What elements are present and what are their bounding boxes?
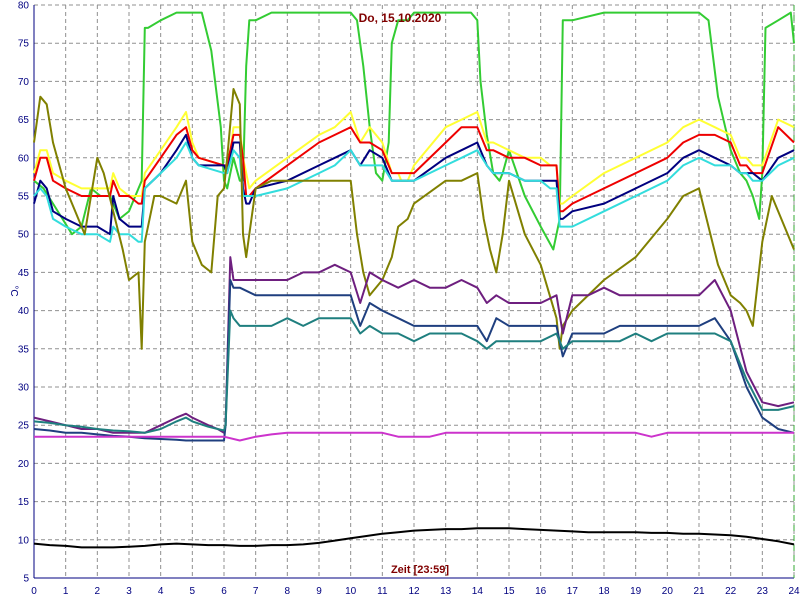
series-line-5 (33, 141, 795, 243)
x-tick-label: 18 (598, 586, 610, 597)
x-tick-label: 2 (95, 586, 101, 597)
series-line-2 (33, 111, 795, 205)
y-tick-label: 45 (18, 268, 30, 279)
x-tick-label: 7 (253, 586, 259, 597)
series-line-11 (33, 527, 795, 549)
x-tick-label: 3 (126, 586, 132, 597)
series-line-4 (33, 133, 795, 236)
y-tick-label: 70 (18, 77, 30, 88)
y-tick-label: 15 (18, 497, 30, 508)
x-tick-label: 19 (630, 586, 642, 597)
series-line-7 (33, 256, 795, 434)
x-tick-label: 4 (158, 586, 164, 597)
x-tick-label: 21 (693, 586, 705, 597)
series-line-10 (34, 431, 794, 442)
x-tick-label: 24 (788, 586, 800, 597)
y-axis-label: °C (8, 285, 19, 296)
axis-layer: 0 1 2 3 4 5 6 7 8 9 10 11 12 13 14 15 16 17 18 19 20 21 22 23 24… (18, 1, 800, 598)
series-line-9 (33, 309, 795, 434)
x-tick-label: 1 (63, 586, 69, 597)
y-tick-label: 25 (18, 421, 30, 432)
y-tick-label: 35 (18, 344, 30, 355)
chart-title: Do, 15.10.2020 (359, 11, 442, 25)
x-tick-label: 5 (190, 586, 196, 597)
x-tick-label: 8 (285, 586, 291, 597)
y-tick-label: 40 (18, 306, 30, 317)
y-tick-label: 75 (18, 39, 30, 50)
x-tick-label: 11 (377, 586, 388, 597)
y-tick-label: 55 (18, 192, 30, 203)
x-tick-label: 13 (440, 586, 452, 597)
y-tick-label: 65 (18, 115, 30, 126)
x-axis-label: Zeit [23:59] (391, 564, 449, 576)
series-line-3 (33, 126, 795, 213)
y-tick-label: 5 (23, 574, 29, 585)
y-tick-label: 80 (18, 1, 30, 12)
x-tick-label: 16 (535, 586, 547, 597)
label-layer: Do, 15.10.2020 Zeit [23:59] °C (8, 11, 449, 576)
x-tick-label: 20 (662, 586, 674, 597)
y-tick-label: 30 (18, 383, 30, 394)
series-layer (33, 11, 795, 549)
y-tick-label: 10 (18, 535, 30, 546)
x-tick-label: 10 (345, 586, 357, 597)
x-tick-label: 23 (757, 586, 769, 597)
y-tick-label: 20 (18, 459, 30, 470)
x-tick-label: 14 (472, 586, 484, 597)
x-tick-label: 12 (408, 586, 420, 597)
series-line-1 (33, 11, 795, 251)
x-tick-label: 22 (725, 586, 737, 597)
x-tick-label: 15 (503, 586, 515, 597)
x-tick-label: 6 (221, 586, 227, 597)
x-tick-label: 9 (316, 586, 322, 597)
y-tick-label: 60 (18, 153, 30, 164)
series-line-8 (33, 279, 795, 442)
x-tick-label: 0 (31, 586, 37, 597)
y-tick-label: 50 (18, 230, 30, 241)
x-tick-label: 17 (567, 586, 579, 597)
series-line-6 (33, 88, 795, 350)
